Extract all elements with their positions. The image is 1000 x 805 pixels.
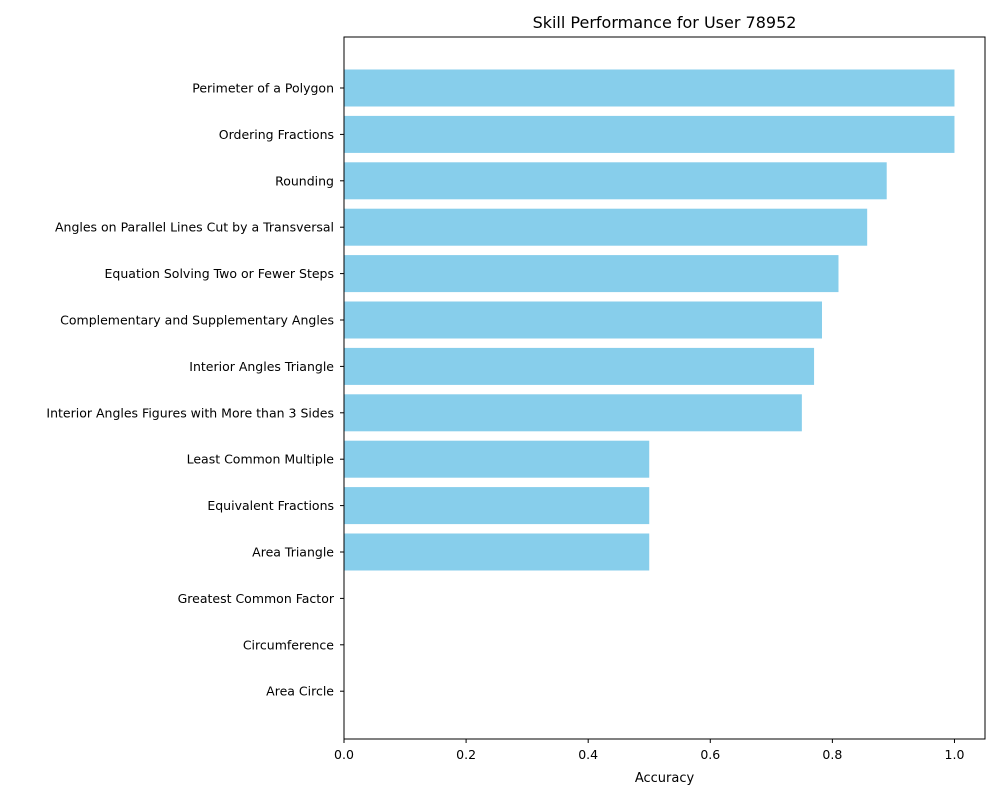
category-label-2: Rounding — [275, 173, 334, 188]
x-tick-label-2: 0.4 — [578, 747, 598, 762]
bar-6 — [344, 347, 815, 385]
category-labels-group: Perimeter of a Polygon Ordering Fractions… — [46, 81, 344, 699]
bar-5 — [344, 301, 823, 339]
plot-frame — [343, 36, 986, 740]
category-label-4: Equation Solving Two or Fewer Steps — [105, 266, 334, 281]
category-label-9: Equivalent Fractions — [207, 498, 334, 513]
bar-4 — [344, 255, 839, 293]
category-label-11: Greatest Common Factor — [178, 591, 335, 606]
bar-3 — [344, 208, 868, 246]
x-tick-label-0: 0.0 — [334, 747, 354, 762]
category-label-1: Ordering Fractions — [219, 127, 334, 142]
x-tick-label-1: 0.2 — [456, 747, 476, 762]
x-tick-label-3: 0.6 — [700, 747, 720, 762]
category-label-0: Perimeter of a Polygon — [192, 81, 334, 96]
category-label-3: Angles on Parallel Lines Cut by a Transv… — [55, 220, 334, 235]
category-label-13: Area Circle — [266, 684, 334, 699]
chart-title: Skill Performance for User 78952 — [533, 13, 797, 32]
bar-7 — [344, 394, 802, 432]
category-label-8: Least Common Multiple — [187, 452, 335, 467]
bar-9 — [344, 487, 650, 525]
bar-0 — [344, 69, 955, 107]
category-label-12: Circumference — [243, 637, 334, 652]
category-label-10: Area Triangle — [252, 545, 334, 560]
bars-group — [344, 69, 955, 571]
x-tick-label-5: 1.0 — [945, 747, 965, 762]
category-label-7: Interior Angles Figures with More than 3… — [46, 405, 334, 420]
x-axis-label: Accuracy — [635, 771, 695, 786]
bar-8 — [344, 440, 650, 478]
bar-2 — [344, 162, 887, 200]
bar-10 — [344, 533, 650, 571]
bar-1 — [344, 115, 955, 153]
category-label-5: Complementary and Supplementary Angles — [60, 313, 334, 328]
x-tick-label-4: 0.8 — [822, 747, 842, 762]
x-ticks-group: 0.0 0.2 0.4 0.6 0.8 1.0 — [334, 739, 964, 762]
category-label-6: Interior Angles Triangle — [189, 359, 334, 374]
